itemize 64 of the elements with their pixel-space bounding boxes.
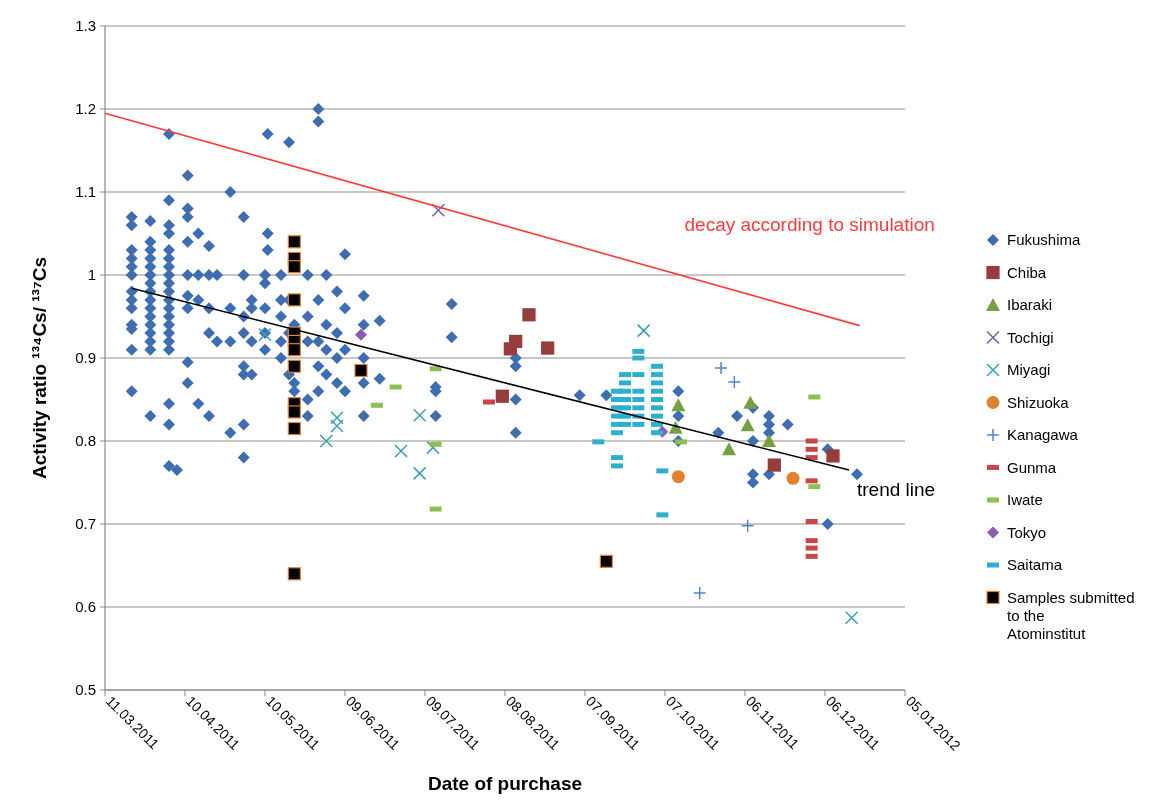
legend-label: Samples submitted to the Atominstitut: [1007, 588, 1135, 642]
point: [740, 418, 755, 432]
y-tick-label: 0.5: [75, 681, 96, 699]
y-tick-label: 1: [87, 266, 96, 284]
point: [714, 361, 728, 375]
legend-label: Gunma: [1007, 458, 1057, 476]
point: [541, 341, 555, 355]
point: [599, 554, 613, 568]
y-tick-label: 0.9: [75, 349, 96, 367]
point: [722, 442, 736, 456]
legend-label: Ibaraki: [1007, 296, 1053, 314]
point: [287, 405, 301, 419]
legend-label: Chiba: [1007, 263, 1047, 281]
legend-label: Fukushima: [1007, 231, 1082, 249]
point: [844, 611, 859, 625]
x-axis-title: Date of purchase: [427, 773, 583, 794]
point: [826, 449, 840, 463]
point: [786, 471, 800, 485]
y-tick-label: 1.3: [75, 17, 96, 35]
y-tick-label: 1.1: [75, 183, 96, 201]
y-tick-label: 0.6: [75, 598, 96, 616]
point: [412, 466, 427, 481]
legend-label: Tochigi: [1007, 328, 1054, 346]
point: [668, 420, 683, 434]
point: [287, 235, 301, 249]
point: [319, 434, 334, 448]
point: [509, 334, 523, 348]
point: [287, 343, 301, 357]
point: [495, 389, 509, 403]
legend-label: Iwate: [1007, 491, 1043, 509]
point: [394, 444, 408, 458]
point: [692, 586, 707, 600]
legend-label: Saitama: [1007, 556, 1063, 574]
point: [743, 395, 758, 409]
y-tick-label: 0.7: [75, 515, 96, 533]
legend-label: Miyagi: [1007, 361, 1051, 379]
point: [767, 458, 781, 472]
point: [287, 293, 301, 307]
series-label: trend line: [857, 479, 936, 501]
point: [671, 398, 686, 412]
text: decay according to simulation: [684, 213, 935, 235]
point: [287, 567, 301, 581]
legend-label: Shizuoka: [1007, 393, 1070, 411]
point: [287, 260, 301, 274]
legend-label: Kanagawa: [1007, 426, 1079, 444]
point: [522, 308, 536, 322]
point: [727, 375, 742, 389]
y-tick-label: 1.2: [75, 100, 96, 118]
point: [740, 518, 755, 533]
point: [412, 408, 427, 423]
point: [636, 323, 651, 338]
point: [354, 363, 368, 378]
y-axis-title: Activity ratio ¹³⁴Cs/ ¹³⁷Cs: [29, 256, 50, 480]
point: [330, 411, 344, 425]
point: [287, 359, 301, 373]
point: [431, 203, 446, 218]
point: [330, 419, 344, 433]
legend-label: Tokyo: [1007, 523, 1047, 541]
point: [671, 470, 685, 484]
point: [355, 328, 367, 341]
point: [287, 421, 301, 436]
point: [426, 440, 440, 455]
point: [762, 434, 776, 447]
y-tick-label: 0.8: [75, 432, 96, 450]
